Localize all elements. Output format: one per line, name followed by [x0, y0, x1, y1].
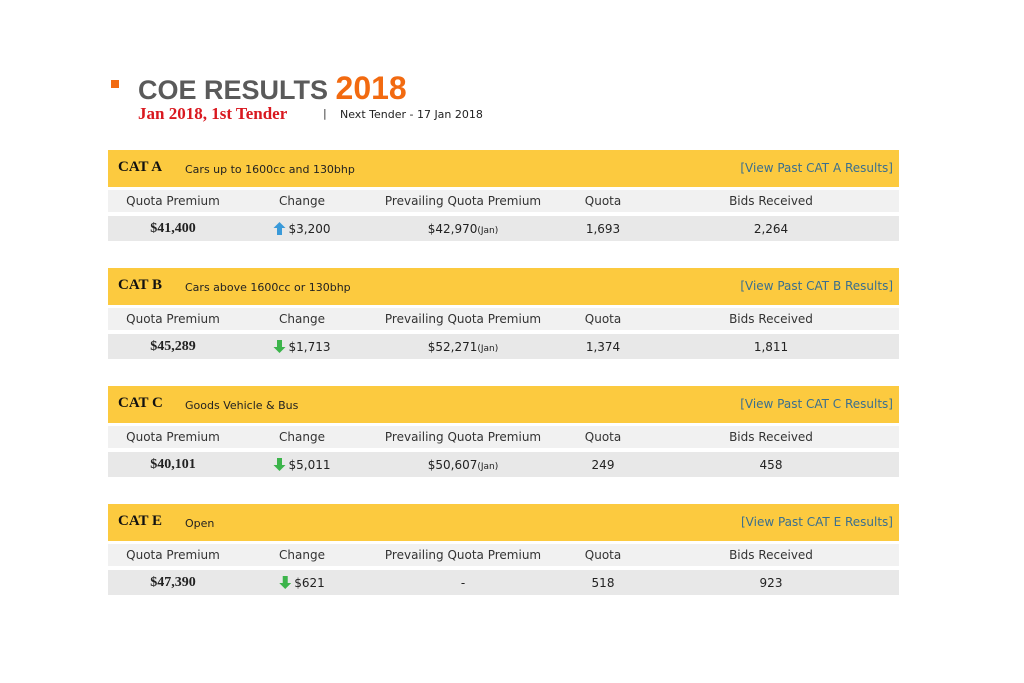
- prevailing-note: (Jan): [477, 226, 499, 236]
- subtitle: Jan 2018, 1st Tender: [138, 104, 288, 123]
- change: $621: [294, 576, 325, 590]
- prevailing: -: [460, 576, 466, 590]
- column-header: Bids Received: [729, 312, 813, 326]
- category-description: Open: [185, 517, 215, 530]
- change-arrow: [273, 458, 286, 471]
- change: $1,713: [288, 340, 331, 354]
- column-header: Quota Premium: [126, 430, 220, 444]
- category-code: CAT C: [118, 395, 163, 411]
- category-block: CAT A Cars up to 1600cc and 130bhp [View P…: [108, 150, 899, 242]
- past-results-link[interactable]: [View Past CAT C Results]: [740, 397, 893, 411]
- column-header: Quota: [584, 194, 622, 208]
- bids: 1,811: [753, 340, 789, 354]
- quota: 249: [591, 458, 615, 472]
- prevailing-cell: -: [461, 576, 465, 590]
- category-bar: CAT A Cars up to 1600cc and 130bhp [View P…: [108, 150, 899, 187]
- category-block: CAT E Open [View Past CAT E Results] Quota …: [108, 504, 899, 596]
- column-header: Prevailing Quota Premium: [384, 430, 542, 444]
- column-header: Quota: [584, 430, 622, 444]
- arrow-shape: [279, 576, 292, 589]
- prevailing: $52,271: [427, 340, 478, 354]
- past-results-link[interactable]: [View Past CAT B Results]: [740, 279, 893, 293]
- change-cell: $621: [279, 576, 325, 590]
- change-cell: $1,713: [273, 340, 331, 354]
- past-results-link[interactable]: [View Past CAT A Results]: [740, 161, 893, 175]
- category-bar: CAT E Open [View Past CAT E Results]: [108, 504, 899, 541]
- prevailing-note: (Jan): [477, 462, 499, 472]
- prevailing-cell: $52,271(Jan): [428, 340, 499, 354]
- category-block: CAT C Goods Vehicle & Bus [View Past CAT C…: [108, 386, 899, 478]
- prevailing: $50,607: [427, 458, 478, 472]
- quota: 1,693: [585, 222, 621, 236]
- column-header: Change: [279, 548, 325, 562]
- bids: 923: [759, 576, 783, 590]
- change: $3,200: [288, 222, 331, 236]
- change-arrow: [273, 340, 286, 353]
- change-arrow: [279, 576, 292, 589]
- arrow-shape: [273, 340, 286, 353]
- quota-premium: $47,390: [150, 575, 196, 590]
- separator: |: [323, 107, 327, 120]
- column-header: Quota Premium: [126, 312, 220, 326]
- category-code: CAT A: [118, 159, 163, 175]
- header-row: Quota Premium Change Prevailing Quota Prem…: [108, 426, 899, 448]
- column-header: Bids Received: [729, 194, 813, 208]
- prevailing-note: (Jan): [477, 344, 499, 354]
- change: $5,011: [288, 458, 331, 472]
- column-header: Quota Premium: [126, 548, 220, 562]
- quota-premium: $45,289: [150, 339, 196, 354]
- column-header: Prevailing Quota Premium: [384, 548, 542, 562]
- column-header: Quota: [584, 548, 622, 562]
- header-row: Quota Premium Change Prevailing Quota Prem…: [108, 544, 899, 566]
- header-row: Quota Premium Change Prevailing Quota Prem…: [108, 190, 899, 212]
- category-description: Goods Vehicle & Bus: [185, 399, 299, 412]
- header-row: Quota Premium Change Prevailing Quota Prem…: [108, 308, 899, 330]
- category-bar: CAT B Cars above 1600cc or 130bhp [View Pa…: [108, 268, 899, 305]
- prevailing-cell: $50,607(Jan): [428, 458, 499, 472]
- data-row: $45,289 $1,713 $52,271(Jan) 1,374 1,811: [108, 334, 899, 359]
- bids: 2,264: [753, 222, 789, 236]
- category-code: CAT B: [118, 277, 163, 293]
- column-header: Change: [279, 194, 325, 208]
- year: 2018: [335, 70, 407, 106]
- quota-premium: $41,400: [150, 221, 196, 236]
- column-header: Quota: [584, 312, 622, 326]
- bids: 458: [759, 458, 783, 472]
- quota: 1,374: [585, 340, 621, 354]
- title: COE RESULTS: [138, 75, 329, 105]
- category-description: Cars up to 1600cc and 130bhp: [185, 163, 355, 176]
- category-description: Cars above 1600cc or 130bhp: [185, 281, 351, 294]
- arrow-shape: [273, 222, 286, 235]
- column-header: Change: [279, 312, 325, 326]
- column-header: Change: [279, 430, 325, 444]
- category-block: CAT B Cars above 1600cc or 130bhp [View Pa…: [108, 268, 899, 360]
- column-header: Prevailing Quota Premium: [384, 312, 542, 326]
- category-bar: CAT C Goods Vehicle & Bus [View Past CAT C…: [108, 386, 899, 423]
- prevailing: $42,970: [427, 222, 478, 236]
- quota-premium: $40,101: [150, 457, 196, 472]
- quota: 518: [591, 576, 615, 590]
- prevailing-cell: $42,970(Jan): [428, 222, 499, 236]
- arrow-shape: [273, 458, 286, 471]
- change-cell: $3,200: [273, 222, 331, 236]
- change-arrow: [273, 222, 286, 235]
- bullet: [111, 80, 119, 88]
- column-header: Bids Received: [729, 430, 813, 444]
- data-row: $47,390 $621 - 518 923: [108, 570, 899, 595]
- data-row: $40,101 $5,011 $50,607(Jan) 249 458: [108, 452, 899, 477]
- column-header: Quota Premium: [126, 194, 220, 208]
- data-row: $41,400 $3,200 $42,970(Jan) 1,693 2,264: [108, 216, 899, 241]
- next-tender: Next Tender - 17 Jan 2018: [340, 108, 483, 121]
- past-results-link[interactable]: [View Past CAT E Results]: [740, 515, 893, 529]
- category-code: CAT E: [118, 513, 163, 529]
- change-cell: $5,011: [273, 458, 331, 472]
- column-header: Prevailing Quota Premium: [384, 194, 542, 208]
- title-line: COE RESULTS 2018: [138, 70, 407, 107]
- column-header: Bids Received: [729, 548, 813, 562]
